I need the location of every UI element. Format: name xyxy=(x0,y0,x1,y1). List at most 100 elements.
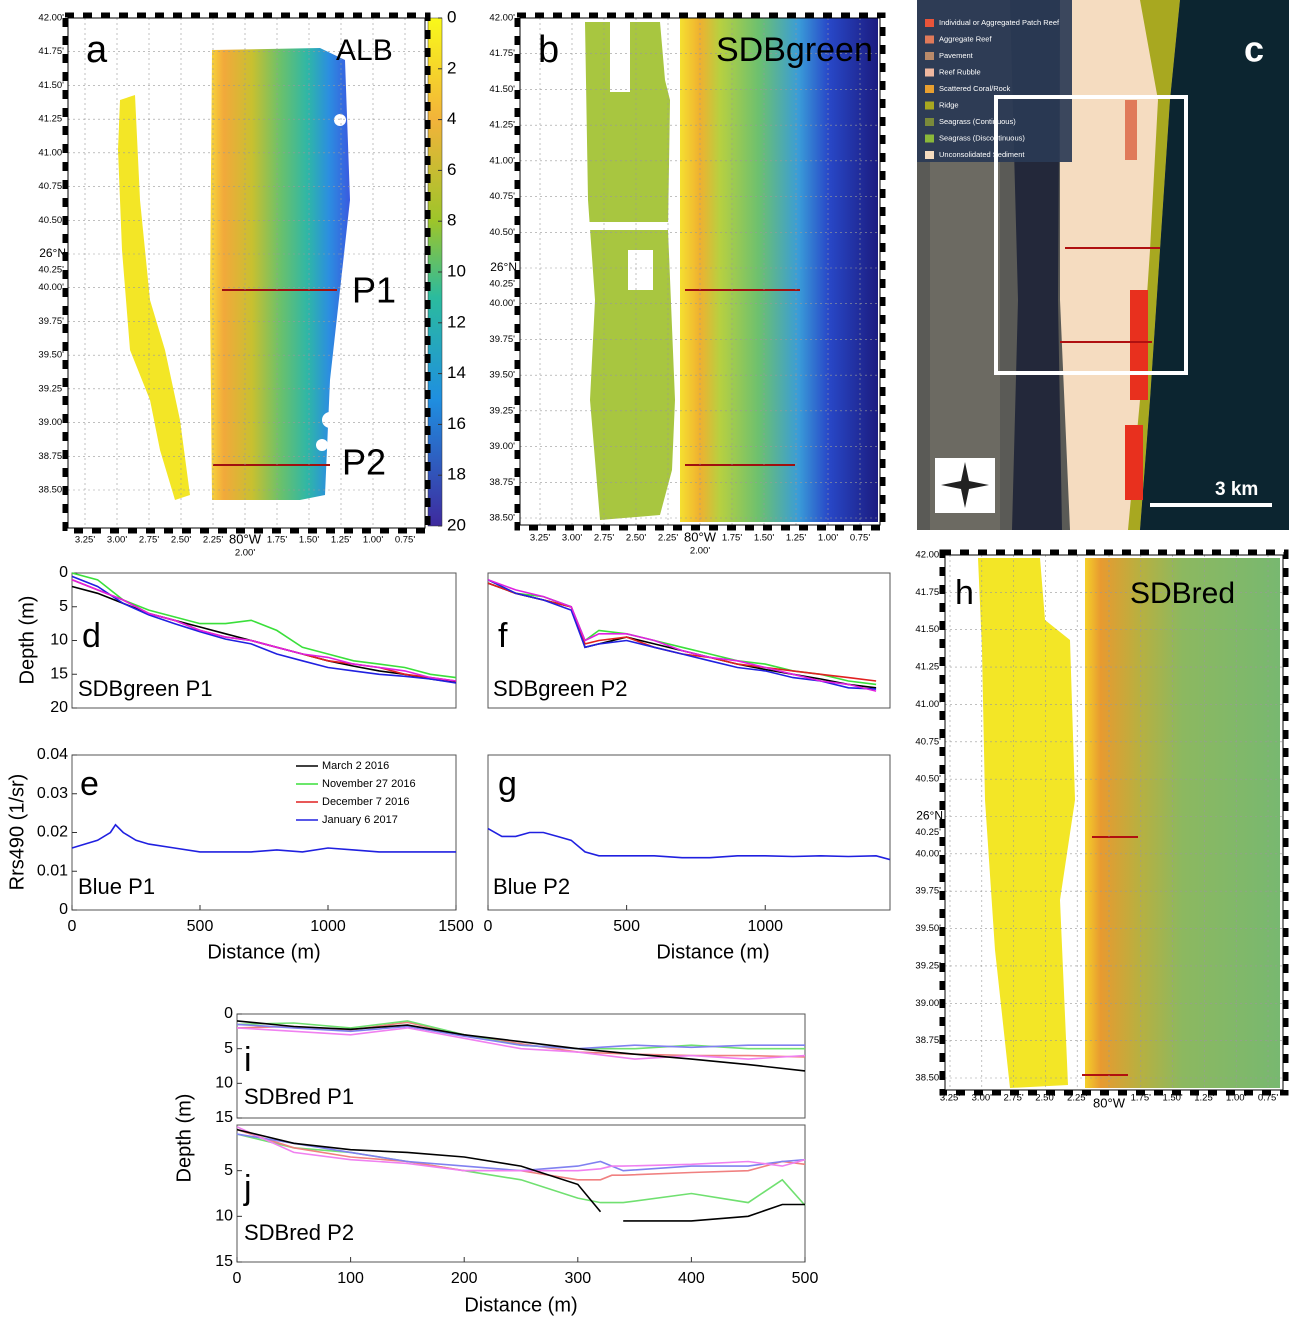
map-title: SDBred xyxy=(1130,577,1235,610)
lat-tick-label: 41.25' xyxy=(915,662,941,673)
y-tick-label: 0.01 xyxy=(37,862,68,879)
lat-tick-label: 38.50' xyxy=(489,513,515,524)
panel-letter: e xyxy=(80,765,99,803)
legend-label: Seagrass (Continuous) xyxy=(939,117,1016,126)
y-tick-label: 0 xyxy=(59,901,68,918)
y-tick-label: 15 xyxy=(215,1109,233,1126)
x-tick-label: 500 xyxy=(187,918,214,935)
lat-tick-label: 41.75' xyxy=(489,48,515,59)
lat-tick-label: 39.00' xyxy=(489,441,515,452)
lon-tick-label: 1.50' xyxy=(299,535,319,546)
lon-tick-label: 2.50' xyxy=(626,533,646,544)
x-axis-label: Distance (m) xyxy=(656,941,769,963)
lat-tick-label: 41.00' xyxy=(489,155,515,166)
x-axis-label: Distance (m) xyxy=(207,941,320,963)
colorbar-tick-label: 14 xyxy=(447,363,466,382)
legend-label: Pavement xyxy=(939,51,974,60)
lon-tick-label: 2.75' xyxy=(594,533,614,544)
map-title: SDBgreen xyxy=(716,31,873,69)
map-title: ALB xyxy=(336,34,393,67)
lat-prefix: 26°N xyxy=(39,246,66,260)
lon-tick-label: 3.25' xyxy=(530,533,550,544)
lon-tick-label: 2.00' xyxy=(235,548,255,559)
lat-tick-label: 38.75' xyxy=(38,451,64,462)
lon-tick-label: 2.25' xyxy=(203,535,223,546)
lat-tick-label: 39.00' xyxy=(38,417,64,428)
chart-title: Blue P2 xyxy=(493,874,570,899)
map-c xyxy=(917,0,1289,530)
lon-tick-label: 1.00' xyxy=(818,533,838,544)
y-tick-label: 5 xyxy=(224,1162,233,1179)
x-tick-label: 300 xyxy=(564,1270,591,1287)
legend-label: December 7 2016 xyxy=(322,796,409,808)
legend-label: Scattered Coral/Rock xyxy=(939,84,1011,93)
lat-tick-label: 41.00' xyxy=(38,147,64,158)
map-h xyxy=(978,558,1280,1088)
panel-letter: g xyxy=(498,765,517,803)
colorbar-tick-label: 20 xyxy=(447,515,466,534)
legend-label: Ridge xyxy=(939,100,959,109)
colorbar-tick-label: 6 xyxy=(447,160,456,179)
lat-tick-label: 41.75' xyxy=(38,46,64,57)
lat-tick-label: 39.25' xyxy=(38,383,64,394)
profile-label: P2 xyxy=(342,442,386,483)
legend-swatch xyxy=(925,52,934,60)
legend-swatch xyxy=(925,151,934,159)
lon-tick-label: 1.25' xyxy=(331,535,351,546)
lon-tick-label: 2.75' xyxy=(139,535,159,546)
panel-letter: c xyxy=(1244,29,1264,70)
lon-tick-label: 2.50' xyxy=(171,535,191,546)
lat-tick-label: 42.00' xyxy=(489,13,515,24)
x-tick-label: 500 xyxy=(613,918,640,935)
x-tick-label: 400 xyxy=(678,1270,705,1287)
lon-tick-label: 2.25' xyxy=(658,533,678,544)
legend-swatch xyxy=(925,69,934,77)
colorbar-tick-label: 10 xyxy=(447,261,466,280)
x-tick-label: 100 xyxy=(337,1270,364,1287)
y-tick-label: 10 xyxy=(50,632,68,649)
lat-tick-label: 39.50' xyxy=(489,370,515,381)
lat-tick-label: 41.50' xyxy=(489,84,515,95)
y-axis-label: Rrs490 (1/sr) xyxy=(6,774,28,891)
y-tick-label: 5 xyxy=(59,598,68,615)
chart-title: SDBred P1 xyxy=(244,1084,354,1109)
lon-prefix: 80°W xyxy=(684,529,717,544)
lat-prefix: 26°N xyxy=(490,260,517,274)
legend-label: Aggregate Reef xyxy=(939,34,992,43)
x-tick-label: 1000 xyxy=(310,918,346,935)
lat-tick-label: 38.75' xyxy=(489,477,515,488)
profile-label: P1 xyxy=(352,270,396,311)
chart-title: SDBred P2 xyxy=(244,1220,354,1245)
x-tick-label: 0 xyxy=(233,1270,242,1287)
y-tick-label: 0.04 xyxy=(37,746,68,763)
lat-tick-label: 39.75' xyxy=(915,886,941,897)
x-tick-label: 500 xyxy=(792,1270,819,1287)
panel-letter: a xyxy=(86,29,108,71)
lon-tick-label: 2.00' xyxy=(690,546,710,557)
lat-tick-label: 40.25' xyxy=(38,265,64,276)
y-tick-label: 0.02 xyxy=(37,824,68,841)
lon-tick-label: 1.25' xyxy=(786,533,806,544)
lat-tick-label: 40.25' xyxy=(915,827,941,838)
legend-label: Unconsolidated Sediment xyxy=(939,150,1025,159)
lat-tick-label: 42.00' xyxy=(38,13,64,24)
y-tick-label: 15 xyxy=(215,1253,233,1270)
panel-letter: b xyxy=(538,29,559,71)
colorbar-tick-label: 12 xyxy=(447,312,466,331)
x-tick-label: 200 xyxy=(451,1270,478,1287)
lat-tick-label: 41.25' xyxy=(38,114,64,125)
lon-prefix: 80°W xyxy=(229,531,262,546)
lat-tick-label: 41.75' xyxy=(915,587,941,598)
lon-prefix: 80°W xyxy=(1093,1095,1126,1110)
y-tick-label: 10 xyxy=(215,1075,233,1092)
legend-swatch xyxy=(925,102,934,110)
x-tick-label: 1500 xyxy=(438,918,474,935)
lon-tick-label: 3.00' xyxy=(562,533,582,544)
lat-tick-label: 39.25' xyxy=(489,405,515,416)
lon-tick-label: 1.50' xyxy=(754,533,774,544)
lat-tick-label: 40.00' xyxy=(38,282,64,293)
x-tick-label: 0 xyxy=(484,918,493,935)
lat-tick-label: 41.25' xyxy=(489,120,515,131)
legend-label: Reef Rubble xyxy=(939,67,981,76)
colorbar-tick-label: 0 xyxy=(447,7,456,26)
